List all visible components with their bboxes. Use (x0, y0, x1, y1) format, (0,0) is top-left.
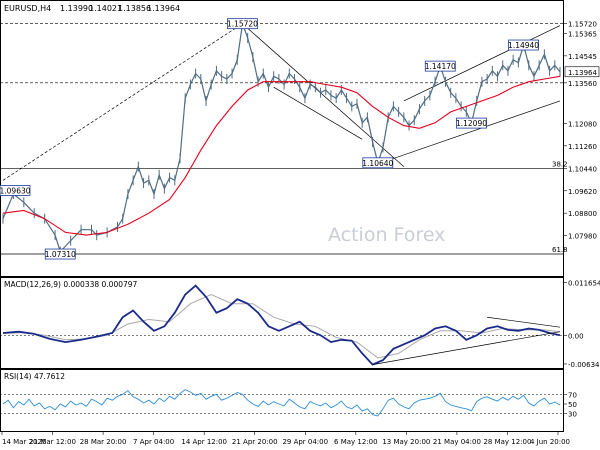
price-reference-lines: 38.2 61.8 (0, 23, 568, 255)
price-label-text: 1.15720 (227, 20, 258, 29)
channel-line (2, 23, 243, 181)
time-axis-label: 14 Apr 12:00 (181, 438, 227, 446)
price-line (2, 23, 561, 253)
price-axis-label: 1.10440 (568, 165, 597, 173)
time-axis-label: 6 May 12:00 (334, 438, 378, 446)
price-label-text: 1.07310 (45, 250, 76, 259)
price-label-box (508, 39, 539, 51)
macd-axis-label: -0.006345 (568, 361, 600, 369)
channel-line (403, 25, 561, 102)
price-label-box (362, 157, 394, 169)
time-axis-label: 28 May 12:00 (483, 438, 531, 446)
price-axis-label: 1.08800 (568, 210, 597, 218)
header-high: 1.14021 (89, 4, 122, 13)
channel-line (377, 100, 561, 165)
macd-axis-label: 0.00 (568, 332, 584, 340)
current-price-marker (564, 66, 600, 78)
price-label-text: 1.10640 (362, 159, 393, 168)
rsi-group: RSI(14) 47.7612 70 50 30 (0, 372, 577, 419)
price-axis-label: 1.15365 (568, 30, 597, 38)
price-axis-label: 1.07980 (568, 233, 597, 241)
macd-title: MACD(12,26,9) 0.000338 0.000797 (4, 280, 138, 289)
channel-line (273, 86, 363, 140)
moving-average-group (2, 75, 561, 236)
time-axis-label: 28 Mar 20:00 (80, 438, 127, 446)
macd-axis-label: 0.011654 (568, 280, 600, 288)
price-channel-lines (2, 23, 561, 181)
price-annotation-labels: 1.15720 1.14170 1.14940 1.12090 1.10640 1.073… (0, 18, 539, 260)
moving-average-line (2, 75, 561, 236)
time-axis-label: 29 Apr 04:00 (282, 438, 328, 446)
watermark: Action Forex (328, 224, 445, 246)
price-axis-label: 1.09620 (568, 188, 597, 196)
price-label-box (227, 18, 258, 30)
price-label-box (0, 185, 31, 196)
time-axis-label: 21 Mar 12:00 (29, 438, 76, 446)
header-low: 1.13856 (118, 4, 151, 13)
rsi-line (2, 389, 561, 417)
fibo-level-label: 38.2 (552, 160, 568, 168)
macd-panel-frame (0, 277, 564, 369)
rsi-axis-label: 50 (568, 401, 577, 409)
price-label-text: 1.12090 (456, 119, 487, 128)
price-axis-label: 1.14545 (568, 53, 597, 61)
price-label-box (456, 117, 487, 129)
rsi-title: RSI(14) 47.7612 (4, 372, 65, 381)
fibo-level-label: 61.8 (552, 246, 568, 254)
macd-trendline (372, 331, 561, 365)
time-axis-label: 7 Apr 04:00 (133, 438, 174, 446)
price-label-text: 1.14940 (508, 41, 539, 50)
price-panel-frame (0, 0, 564, 277)
macd-trendline (487, 316, 561, 328)
header-close: 1.13964 (147, 4, 180, 13)
rsi-axis-label: 30 (568, 411, 577, 419)
price-label-text: 1.14170 (425, 62, 456, 71)
price-axis-label: 1.13964 (568, 69, 597, 77)
time-axis-label: 21 May 04:00 (433, 438, 481, 446)
price-axis-label: 1.13560 (568, 80, 597, 88)
price-label-box (424, 60, 456, 72)
price-label-box (44, 248, 76, 260)
macd-line (2, 284, 561, 366)
price-axis-label: 1.12080 (568, 120, 597, 128)
channel-line (242, 23, 405, 167)
time-axis-label: 14 Mar 2025 (2, 438, 46, 446)
header-open: 1.13990 (60, 4, 93, 13)
rsi-axis-label: 70 (568, 391, 577, 399)
price-label-text: 1.09630 (0, 186, 31, 195)
time-axis-label: 21 Apr 20:00 (232, 438, 278, 446)
price-axis-label: 1.15720 (568, 21, 597, 29)
price-axis-label: 1.11260 (568, 143, 597, 151)
macd-group: MACD(12,26,9) 0.000338 0.000797 0.011654 0… (0, 280, 600, 369)
time-axis-label: 4 Jun 20:00 (530, 438, 570, 446)
time-axis-label: 13 May 20:00 (382, 438, 430, 446)
header-symbol: EURUSD,H4 (4, 4, 51, 13)
